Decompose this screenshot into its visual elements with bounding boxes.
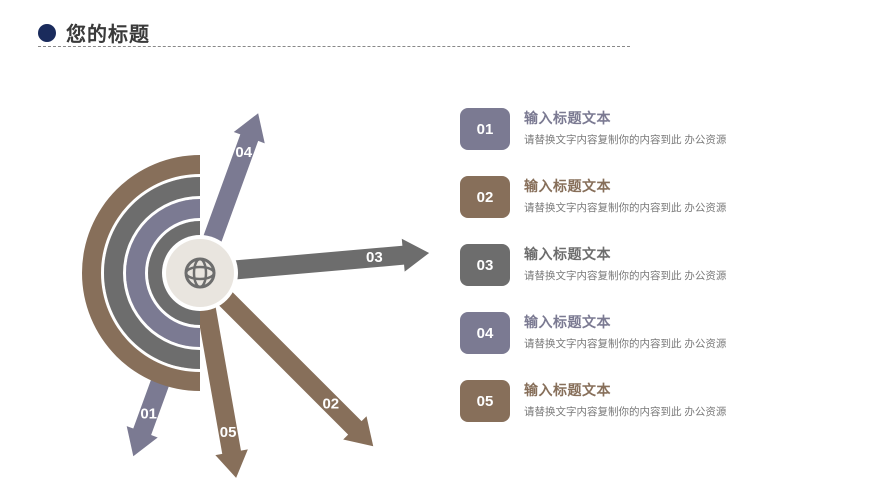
list-item: 01 输入标题文本 请替换文字内容复制你的内容到此 办公资源 xyxy=(460,108,860,150)
item-badge: 01 xyxy=(460,108,510,150)
list-item: 03 输入标题文本 请替换文字内容复制你的内容到此 办公资源 xyxy=(460,244,860,286)
page-title: 您的标题 xyxy=(66,18,150,47)
svg-text:04: 04 xyxy=(235,144,252,161)
svg-text:02: 02 xyxy=(322,395,339,412)
item-title: 输入标题文本 xyxy=(524,380,726,400)
item-desc: 请替换文字内容复制你的内容到此 办公资源 xyxy=(524,336,726,351)
item-body: 输入标题文本 请替换文字内容复制你的内容到此 办公资源 xyxy=(524,108,726,147)
header-dot-icon xyxy=(38,24,56,42)
item-title: 输入标题文本 xyxy=(524,176,726,196)
svg-text:05: 05 xyxy=(220,424,237,441)
item-desc: 请替换文字内容复制你的内容到此 办公资源 xyxy=(524,200,726,215)
item-title: 输入标题文本 xyxy=(524,108,726,128)
list-item: 02 输入标题文本 请替换文字内容复制你的内容到此 办公资源 xyxy=(460,176,860,218)
list-item: 04 输入标题文本 请替换文字内容复制你的内容到此 办公资源 xyxy=(460,312,860,354)
list-item: 05 输入标题文本 请替换文字内容复制你的内容到此 办公资源 xyxy=(460,380,860,422)
item-badge: 03 xyxy=(460,244,510,286)
item-list: 01 输入标题文本 请替换文字内容复制你的内容到此 办公资源 02 输入标题文本… xyxy=(460,108,860,448)
item-badge: 02 xyxy=(460,176,510,218)
item-body: 输入标题文本 请替换文字内容复制你的内容到此 办公资源 xyxy=(524,176,726,215)
item-title: 输入标题文本 xyxy=(524,244,726,264)
radial-arrow-diagram: 04 03 02 05 01 xyxy=(50,78,430,478)
item-body: 输入标题文本 请替换文字内容复制你的内容到此 办公资源 xyxy=(524,312,726,351)
item-desc: 请替换文字内容复制你的内容到此 办公资源 xyxy=(524,404,726,419)
item-desc: 请替换文字内容复制你的内容到此 办公资源 xyxy=(524,132,726,147)
svg-text:01: 01 xyxy=(140,405,157,422)
item-badge: 04 xyxy=(460,312,510,354)
header-underline xyxy=(38,46,630,47)
item-body: 输入标题文本 请替换文字内容复制你的内容到此 办公资源 xyxy=(524,380,726,419)
slide-header: 您的标题 xyxy=(38,18,150,47)
item-title: 输入标题文本 xyxy=(524,312,726,332)
svg-text:03: 03 xyxy=(366,249,383,266)
item-badge: 05 xyxy=(460,380,510,422)
item-desc: 请替换文字内容复制你的内容到此 办公资源 xyxy=(524,268,726,283)
item-body: 输入标题文本 请替换文字内容复制你的内容到此 办公资源 xyxy=(524,244,726,283)
